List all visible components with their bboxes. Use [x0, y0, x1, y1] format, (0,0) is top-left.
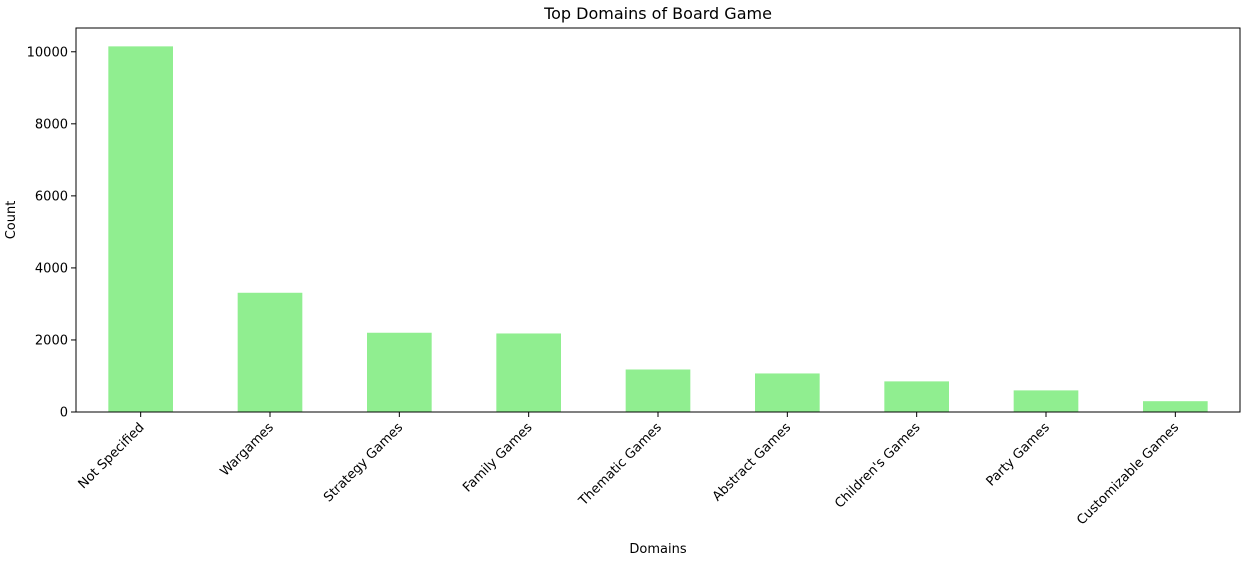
bar-not-specified: [108, 46, 173, 412]
y-axis-ticks: 0 2000 4000 6000 8000 10000: [27, 45, 76, 421]
x-tick-label: Wargames: [218, 420, 277, 479]
x-axis-ticks: Not Specified Wargames Strategy Games Famil…: [76, 412, 1182, 528]
y-tick-label: 2000: [35, 333, 68, 348]
y-tick-label: 10000: [27, 45, 68, 60]
bar-wargames: [237, 292, 303, 412]
chart-title: Top Domains of Board Game: [543, 4, 772, 23]
bar-abstract-games: [755, 373, 820, 412]
x-tick-label: Thematic Games: [576, 420, 665, 509]
x-tick-label: Abstract Games: [710, 420, 794, 504]
plot-area-frame: [75, 27, 1241, 413]
x-tick-label: Customizable Games: [1074, 420, 1182, 528]
bar-party-games: [1013, 390, 1079, 412]
bar-family-games: [496, 333, 561, 412]
x-axis-label: Domains: [629, 542, 686, 557]
bars-layer: [108, 46, 1208, 412]
y-tick-label: 0: [60, 406, 68, 421]
x-tick-label: Not Specified: [76, 420, 148, 492]
x-tick-label: Party Games: [984, 420, 1053, 489]
y-tick-label: 8000: [35, 117, 68, 132]
bar-thematic-games: [625, 369, 691, 412]
x-tick-label: Family Games: [460, 420, 535, 495]
y-axis-label: Count: [4, 201, 19, 240]
bar-strategy-games: [367, 332, 432, 412]
bar-customizable-games: [1143, 401, 1208, 412]
y-tick-label: 6000: [35, 189, 68, 204]
x-tick-label: Strategy Games: [321, 420, 406, 505]
bar-children-s-games: [884, 381, 949, 412]
y-tick-label: 4000: [35, 261, 68, 276]
x-tick-label: Children's Games: [832, 420, 923, 511]
